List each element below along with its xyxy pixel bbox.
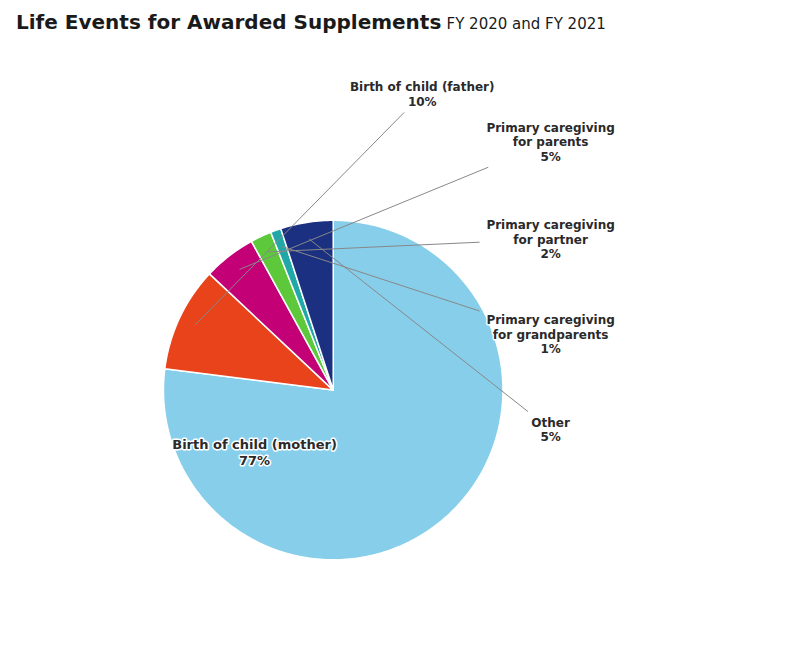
- svg-text:Other5%: Other5%: [531, 416, 570, 444]
- svg-text:Birth of child (father)10%: Birth of child (father)10%: [350, 80, 495, 108]
- svg-text:Primary caregivingfor parents5: Primary caregivingfor parents5%: [486, 121, 614, 164]
- svg-text:Birth of child (mother)77%: Birth of child (mother)77%: [172, 437, 337, 468]
- svg-text:Primary caregivingfor partner2: Primary caregivingfor partner2%: [486, 218, 614, 261]
- svg-text:Primary caregivingfor grandpar: Primary caregivingfor grandparents1%: [486, 313, 614, 356]
- html-text:Life Events for Awarded Supple: Life Events for Awarded Supplements FY 2…: [16, 10, 606, 34]
